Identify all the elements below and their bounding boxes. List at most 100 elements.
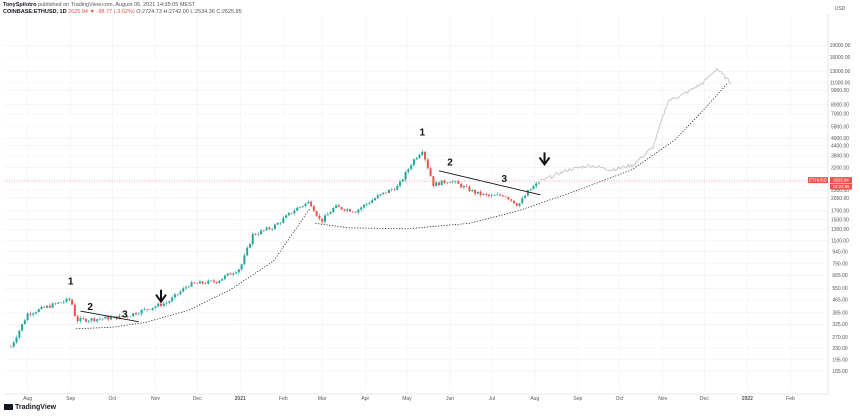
candle-up bbox=[490, 195, 493, 196]
candle-up bbox=[390, 189, 393, 191]
candle-down bbox=[429, 168, 432, 177]
candle-up bbox=[246, 247, 249, 256]
candle-up bbox=[537, 182, 540, 184]
x-tick-label: Sep bbox=[66, 396, 75, 402]
y-tick-label: 16000.00 bbox=[830, 55, 851, 61]
candle-up bbox=[168, 301, 171, 303]
candle-down bbox=[290, 212, 293, 214]
brand-label: TradingView bbox=[15, 404, 57, 411]
author-name[interactable]: TonySpilotro bbox=[3, 2, 37, 8]
candle-up bbox=[362, 204, 365, 208]
candle-up bbox=[18, 330, 21, 338]
tradingview-logo-icon bbox=[4, 404, 13, 410]
wave-label: 1 bbox=[419, 128, 425, 139]
candle-up bbox=[532, 186, 535, 190]
candle-up bbox=[301, 206, 304, 207]
y-tick-label: 13000.00 bbox=[830, 69, 851, 75]
y-tick-label: 2300.00 bbox=[831, 188, 849, 194]
candle-up bbox=[182, 288, 185, 292]
candle-down bbox=[229, 273, 232, 275]
y-tick-label: 1500.00 bbox=[831, 217, 849, 223]
candle-down bbox=[121, 315, 124, 317]
price-badge-text: 2625.94 bbox=[833, 178, 849, 183]
support-curve-2020 bbox=[76, 208, 311, 330]
candle-up bbox=[404, 171, 407, 180]
candle-down bbox=[254, 233, 257, 235]
support-curves bbox=[76, 82, 729, 330]
candle-down bbox=[457, 181, 460, 184]
candle-down bbox=[512, 200, 515, 204]
candle-up bbox=[79, 318, 82, 322]
wave-label: 2 bbox=[87, 302, 93, 313]
candle-up bbox=[282, 217, 285, 223]
candle-down bbox=[504, 196, 507, 198]
candle-down bbox=[318, 215, 321, 219]
candle-down bbox=[148, 309, 151, 311]
candle-up bbox=[21, 324, 24, 331]
candle-up bbox=[62, 301, 65, 303]
wave-label: 3 bbox=[122, 309, 128, 320]
candle-down bbox=[351, 211, 354, 213]
time-axis[interactable]: Aug Sep Oct Nov Dec 2021 Feb Mar Apr May Jun Jul Aug… bbox=[23, 396, 795, 402]
candle-down bbox=[212, 280, 215, 282]
candle-down bbox=[510, 199, 513, 201]
candle-up bbox=[449, 182, 452, 183]
candle-up bbox=[451, 181, 454, 183]
symbol-label[interactable]: COINBASE:ETHUSD, 1D bbox=[3, 9, 67, 15]
candle-up bbox=[104, 316, 107, 319]
candle-up bbox=[26, 313, 29, 321]
ohlc-values: O:2724.73 H:2742.00 L:2534.36 C:2625.85 bbox=[136, 9, 242, 15]
price-badge bbox=[830, 177, 852, 184]
candle-up bbox=[173, 294, 176, 298]
candle-up bbox=[198, 281, 201, 284]
candle-up bbox=[360, 207, 363, 210]
candle-up bbox=[118, 315, 121, 319]
candle-up bbox=[32, 313, 35, 315]
candle-up bbox=[207, 280, 210, 284]
candle-up bbox=[279, 222, 282, 224]
y-tick-label: 4900.00 bbox=[831, 136, 849, 142]
candle-up bbox=[162, 303, 165, 306]
candle-up bbox=[323, 215, 326, 222]
y-tick-label: 7000.00 bbox=[831, 112, 849, 118]
candle-down bbox=[9, 346, 12, 348]
wave-label: 2 bbox=[447, 157, 453, 168]
y-tick-label: 195.00 bbox=[832, 357, 848, 363]
candle-down bbox=[348, 209, 351, 212]
candle-down bbox=[43, 306, 46, 308]
candle-up bbox=[143, 308, 146, 310]
price-axis[interactable]: USD 19000.00 16000.00 13000.00 11000.009900.… bbox=[830, 6, 851, 375]
y-tick-label: 665.00 bbox=[832, 273, 848, 279]
candle-up bbox=[112, 316, 115, 318]
price-badge bbox=[830, 183, 852, 190]
candle-up bbox=[410, 165, 413, 170]
trendlines bbox=[80, 170, 541, 323]
tradingview-footer[interactable]: TradingView bbox=[4, 404, 56, 411]
x-tick-label: Sep bbox=[573, 396, 582, 402]
candle-up bbox=[51, 303, 54, 308]
candle-up bbox=[271, 228, 274, 230]
candle-up bbox=[260, 230, 263, 235]
y-tick-label: 385.00 bbox=[832, 311, 848, 317]
candle-up bbox=[482, 193, 485, 195]
y-tick-label: 165.00 bbox=[832, 369, 848, 375]
candle-up bbox=[273, 224, 276, 229]
y-tick-label: 465.00 bbox=[832, 298, 848, 304]
candle-down bbox=[160, 303, 163, 306]
candle-up bbox=[96, 319, 99, 322]
down-arrow-icon bbox=[155, 289, 167, 304]
candle-up bbox=[129, 316, 132, 317]
candle-up bbox=[382, 192, 385, 195]
candle-up bbox=[240, 264, 243, 270]
x-tick-label: Oct bbox=[616, 396, 624, 402]
candle-up bbox=[399, 181, 402, 186]
candle-up bbox=[140, 309, 143, 314]
y-tick-label: 19000.00 bbox=[830, 43, 851, 49]
candle-up bbox=[235, 272, 238, 274]
y-tick-label: 230.00 bbox=[832, 346, 848, 352]
candle-down bbox=[73, 304, 76, 317]
candle-up bbox=[346, 209, 349, 211]
candle-up bbox=[446, 182, 449, 184]
x-tick-label: Dec bbox=[193, 396, 202, 402]
